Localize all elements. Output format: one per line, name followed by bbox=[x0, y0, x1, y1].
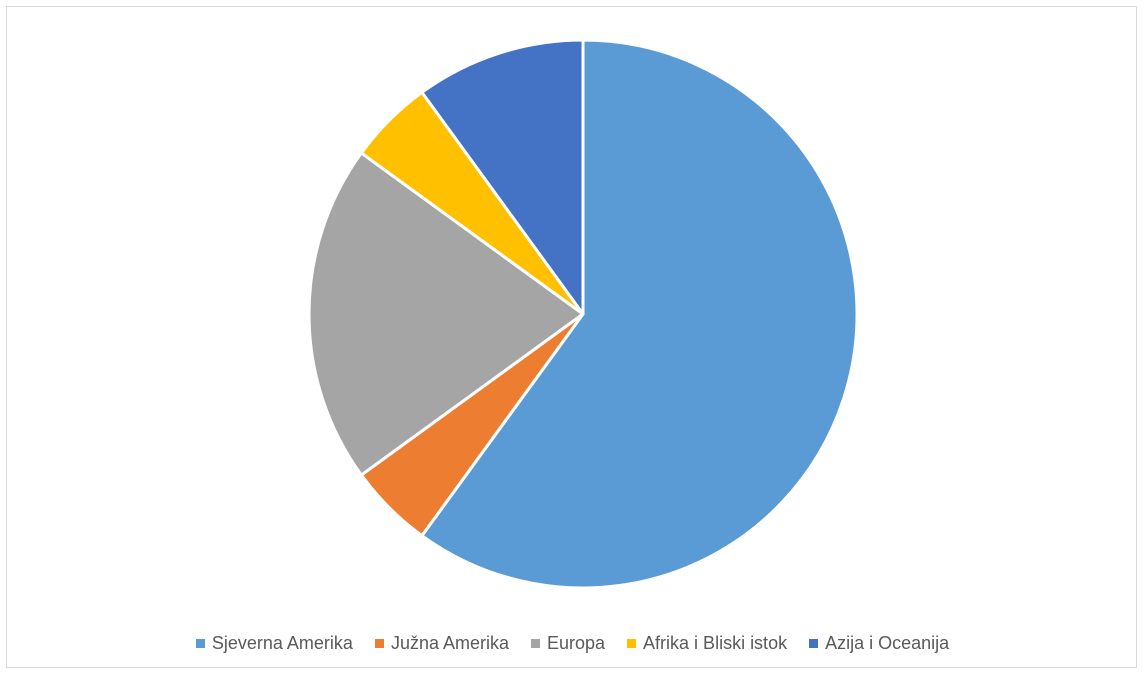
legend-swatch bbox=[531, 639, 540, 648]
legend-swatch bbox=[627, 639, 637, 648]
chart-area: Sjeverna Amerika Južna Amerika Europa Afrik… bbox=[6, 6, 1137, 668]
legend-label: Južna Amerika bbox=[390, 633, 509, 653]
chart-legend: Sjeverna Amerika Južna Amerika Europa Afrik… bbox=[7, 633, 1138, 654]
legend-item: Azija i Oceanija bbox=[809, 633, 949, 654]
legend-item: Sjeverna Amerika bbox=[195, 633, 353, 654]
legend-swatch bbox=[195, 639, 205, 648]
legend-item: Afrika i Bliski istok bbox=[627, 633, 787, 654]
legend-item: Južna Amerika bbox=[374, 633, 509, 654]
legend-label: Afrika i Bliski istok bbox=[643, 633, 788, 653]
pie-chart bbox=[307, 38, 859, 590]
legend-item: Europa bbox=[531, 633, 605, 654]
pie-slice-azija-i-oceanija bbox=[420, 38, 585, 316]
legend-swatch bbox=[809, 639, 819, 648]
legend-swatch bbox=[374, 639, 384, 648]
legend-label: Europa bbox=[547, 633, 606, 653]
pie-slice-europa bbox=[307, 151, 585, 477]
legend-label: Sjeverna Amerika bbox=[211, 633, 353, 653]
legend-label: Azija i Oceanija bbox=[825, 633, 950, 653]
pie-slice-sjeverna-amerika bbox=[420, 38, 859, 590]
